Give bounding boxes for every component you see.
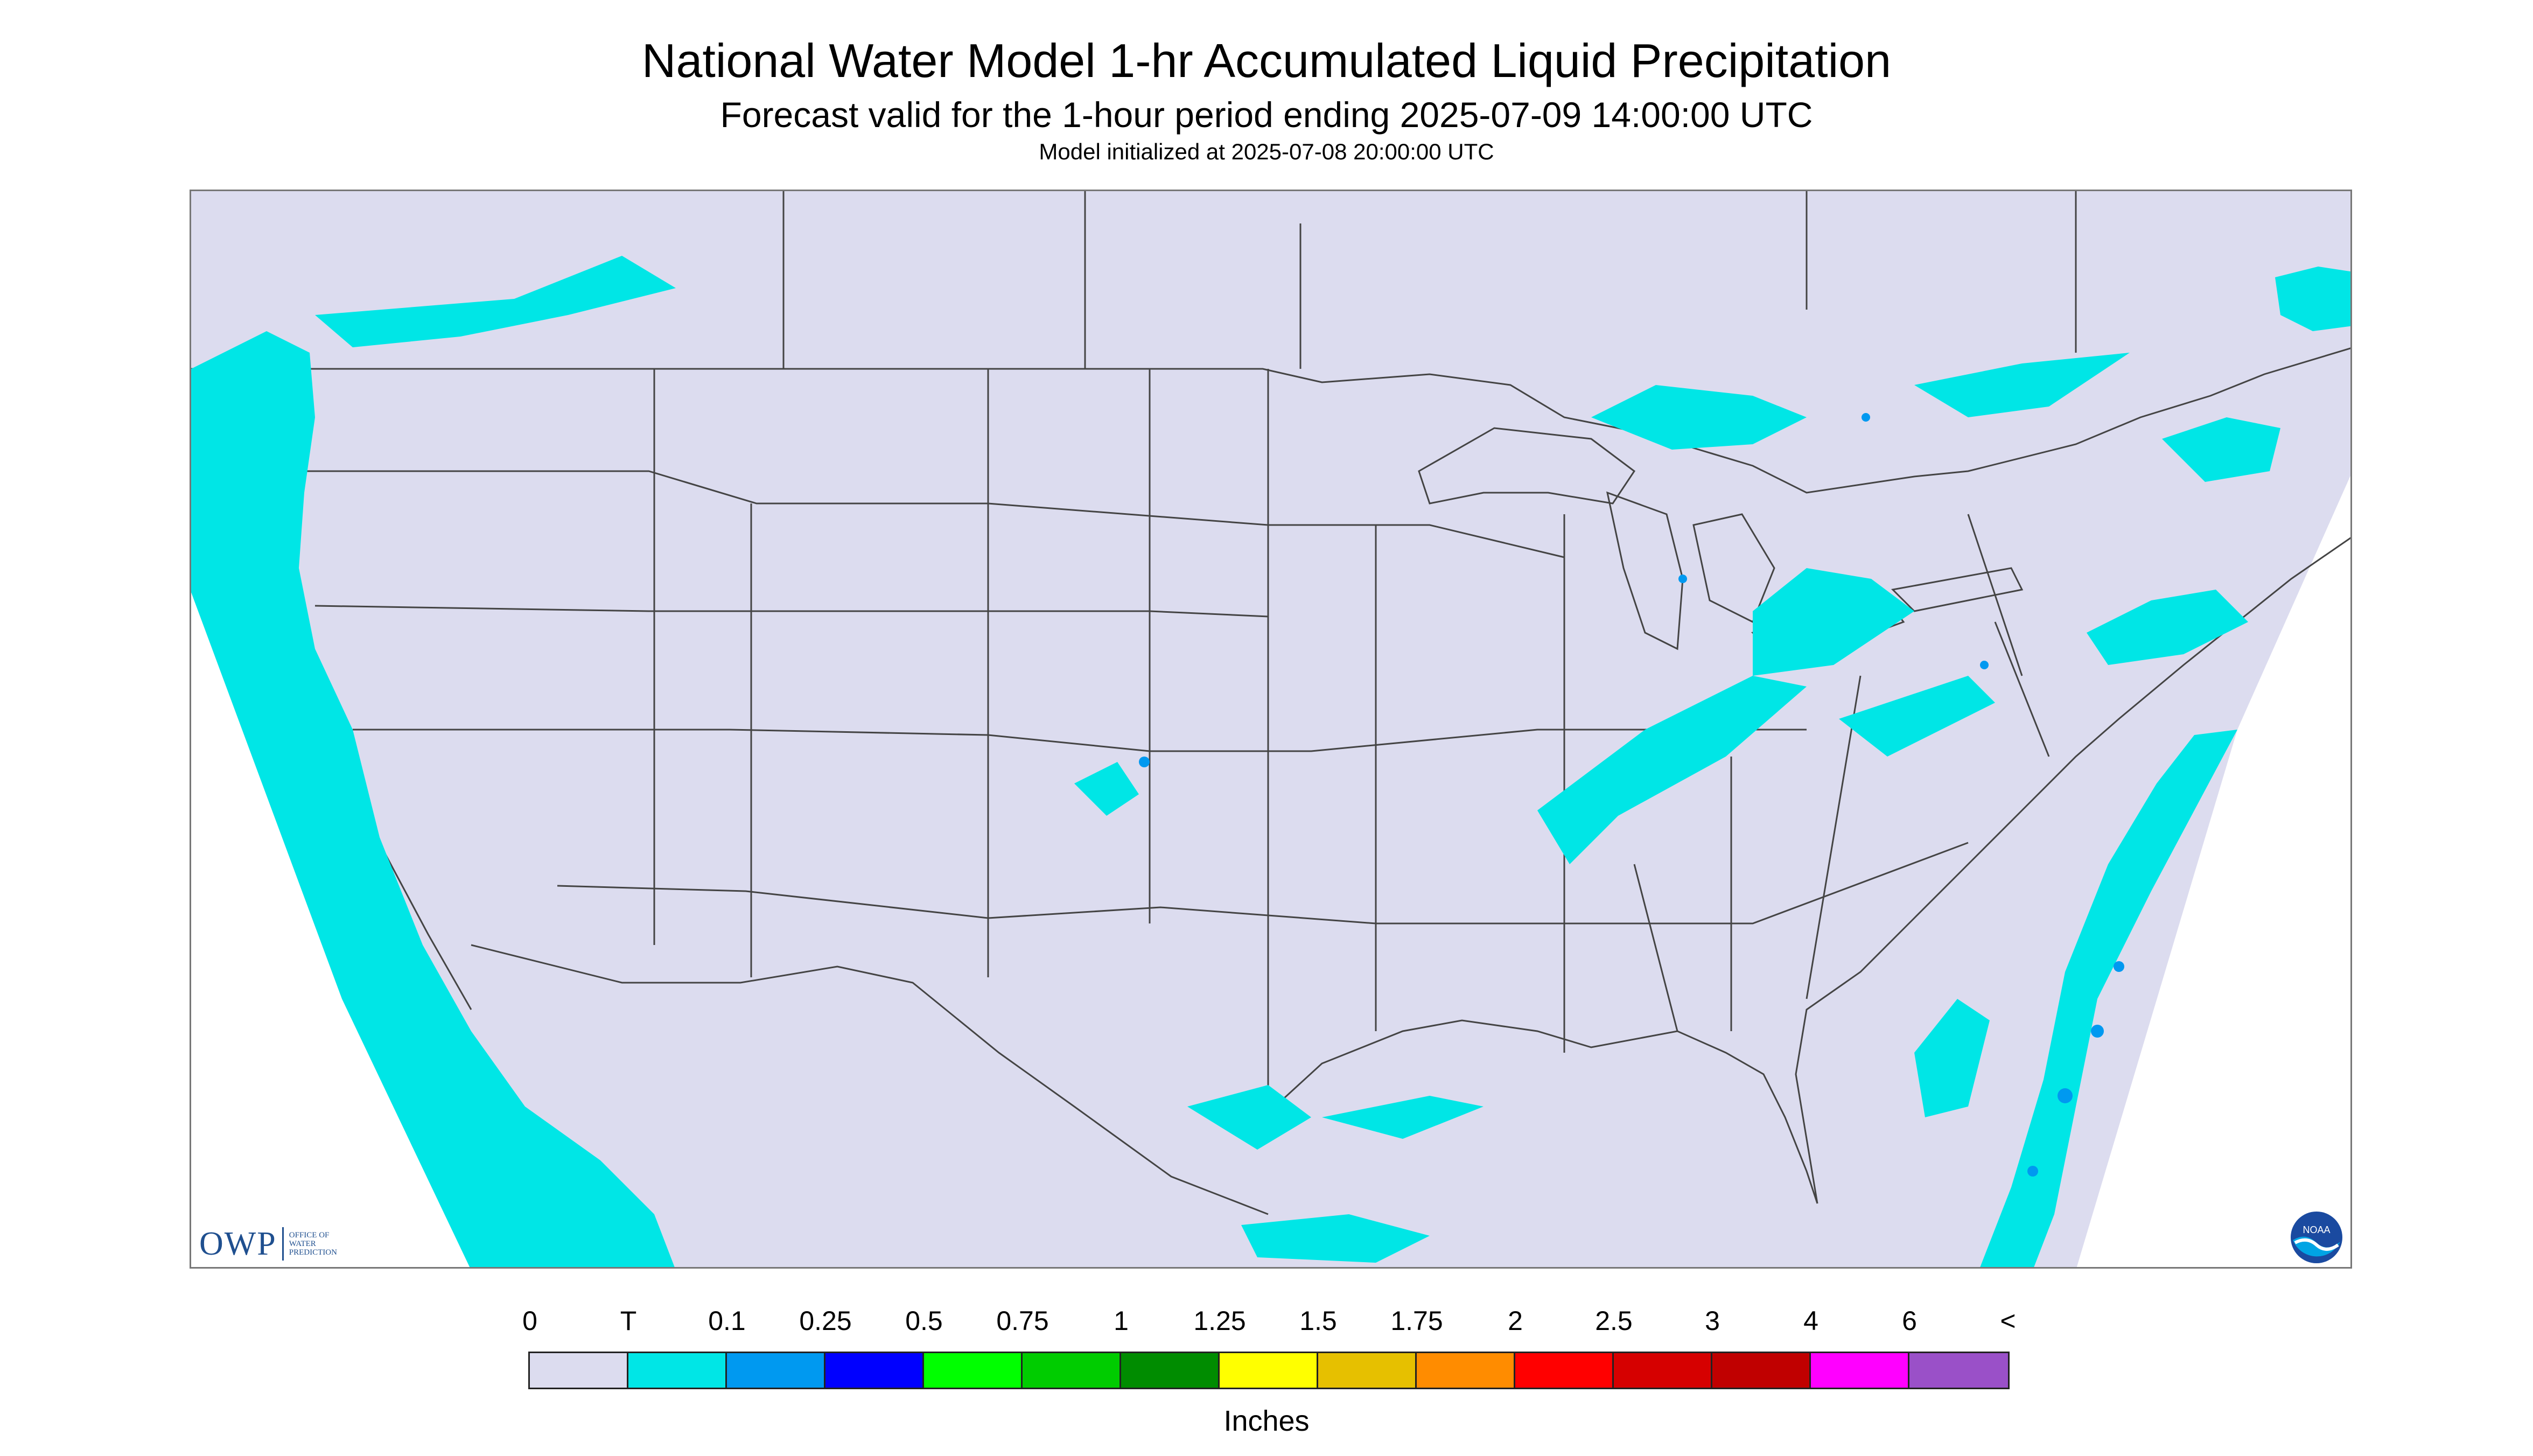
- legend-label: 6: [1902, 1306, 1917, 1336]
- legend-label: 0: [522, 1306, 537, 1336]
- owp-divider: [282, 1227, 284, 1261]
- forecast-valid-subtitle: Forecast valid for the 1-hour period end…: [720, 95, 1813, 135]
- legend-swatch: [1417, 1353, 1515, 1388]
- legend-swatch: [1909, 1353, 2008, 1388]
- light-precip-cells: [1139, 413, 2124, 1177]
- legend-label: <: [2000, 1306, 2016, 1336]
- precipitation-map: [190, 190, 2352, 1269]
- owp-line-2: WATER: [289, 1240, 316, 1248]
- owp-logo: OWP OFFICE OF WATER PREDICTION: [199, 1222, 337, 1265]
- legend-swatch: [1712, 1353, 1811, 1388]
- legend-label: 0.25: [799, 1306, 852, 1336]
- legend-swatch: [1614, 1353, 1712, 1388]
- legend-swatch: [1023, 1353, 1121, 1388]
- legend-label: 1.5: [1299, 1306, 1337, 1336]
- legend-swatch: [924, 1353, 1023, 1388]
- legend-label: 2.5: [1595, 1306, 1633, 1336]
- legend-swatch: [1515, 1353, 1614, 1388]
- legend-label: 0.5: [905, 1306, 943, 1336]
- legend-swatch: [1811, 1353, 1909, 1388]
- legend-color-bar: [528, 1352, 2010, 1389]
- legend-swatch: [1121, 1353, 1220, 1388]
- legend-swatch: [628, 1353, 727, 1388]
- legend-swatch: [825, 1353, 924, 1388]
- owp-line-3: PREDICTION: [289, 1248, 337, 1257]
- owp-line-1: OFFICE OF: [289, 1231, 330, 1240]
- legend-units: Inches: [1223, 1405, 1310, 1437]
- legend-label: 1: [1114, 1306, 1129, 1336]
- legend-swatch: [727, 1353, 825, 1388]
- legend-label: 1.25: [1193, 1306, 1246, 1336]
- legend-label: 1.75: [1390, 1306, 1443, 1336]
- legend-label: 2: [1508, 1306, 1523, 1336]
- legend-label: 3: [1705, 1306, 1720, 1336]
- model-domain: [191, 191, 2350, 1267]
- boundaries: [191, 191, 2350, 1215]
- legend-swatch: [1220, 1353, 1318, 1388]
- legend-label: 0.1: [708, 1306, 746, 1336]
- map-title: National Water Model 1-hr Accumulated Li…: [641, 34, 1892, 87]
- noaa-wordmark: NOAA: [2303, 1224, 2330, 1235]
- legend-label: 0.75: [996, 1306, 1049, 1336]
- model-initialized-line: Model initialized at 2025-07-08 20:00:00…: [1039, 139, 1494, 164]
- owp-subtext: OFFICE OF WATER PREDICTION: [289, 1231, 337, 1257]
- legend-swatch: [530, 1353, 628, 1388]
- legend-label: 4: [1803, 1306, 1818, 1336]
- legend-swatch: [1318, 1353, 1417, 1388]
- owp-mark: OWP: [199, 1225, 277, 1262]
- legend-label: T: [620, 1306, 637, 1336]
- noaa-logo: NOAA: [2291, 1212, 2342, 1263]
- trace-precip-areas: [191, 256, 2350, 1267]
